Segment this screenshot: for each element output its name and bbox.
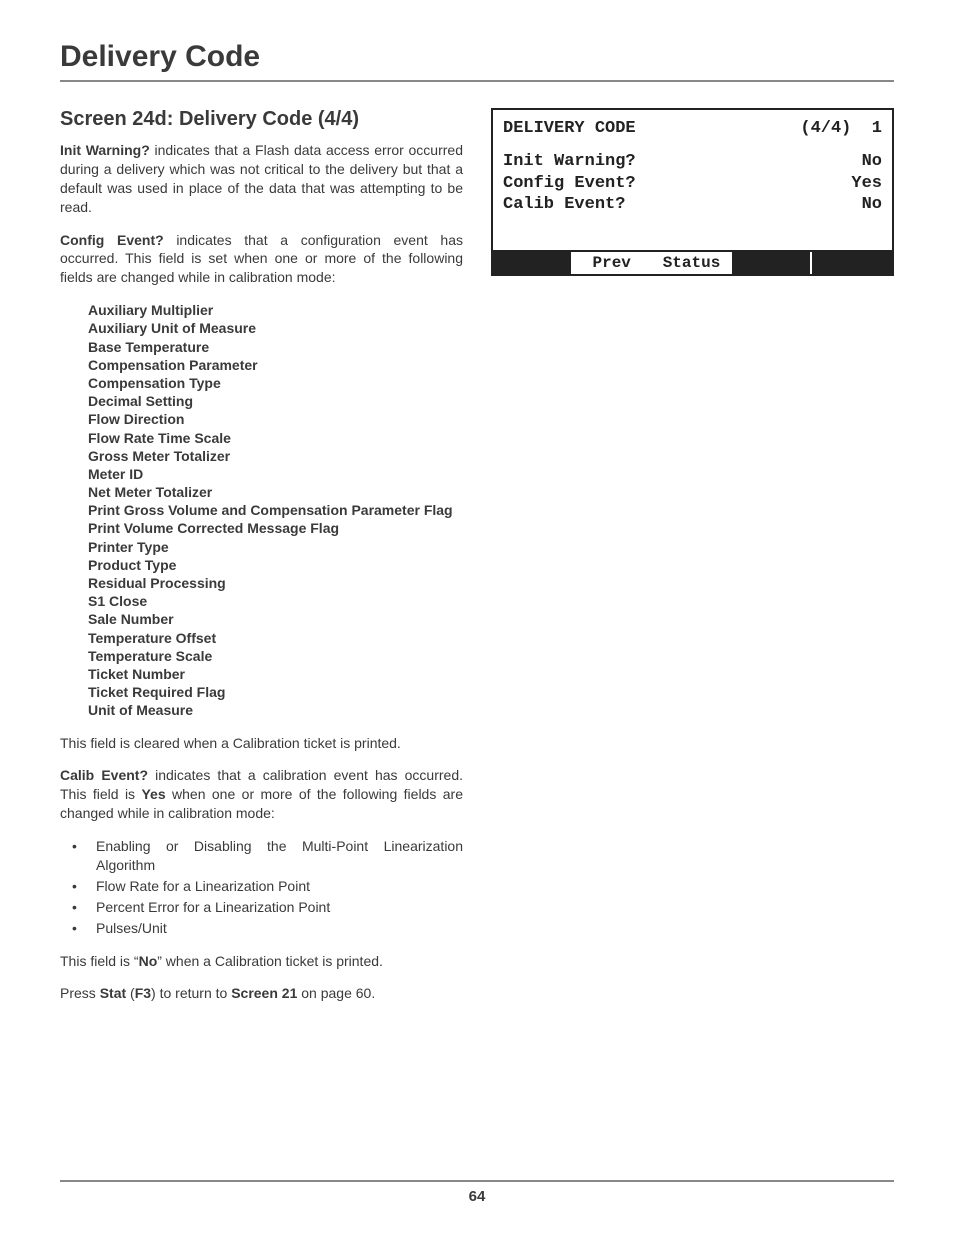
config-field-item: Gross Meter Totalizer: [88, 447, 463, 465]
config-field-item: Sale Number: [88, 610, 463, 628]
config-field-item: Decimal Setting: [88, 392, 463, 410]
press-stat-stat: Stat: [100, 985, 126, 1001]
lead-init-warning: Init Warning?: [60, 142, 150, 158]
lcd-data-row: Config Event? Yes: [503, 173, 882, 194]
config-field-item: Auxiliary Unit of Measure: [88, 319, 463, 337]
calib-bullets: Enabling or Disabling the Multi-Point Li…: [60, 837, 463, 937]
config-field-item: Base Temperature: [88, 338, 463, 356]
config-field-item: Temperature Offset: [88, 629, 463, 647]
content-columns: Screen 24d: Delivery Code (4/4) Init War…: [60, 108, 894, 1017]
config-field-item: Flow Direction: [88, 410, 463, 428]
config-field-item: Auxiliary Multiplier: [88, 301, 463, 319]
lcd-header-row: DELIVERY CODE (4/4) 1: [503, 118, 882, 139]
lead-calib-event: Calib Event?: [60, 767, 148, 783]
para-config-event: Config Event? indicates that a configura…: [60, 231, 463, 288]
left-column: Screen 24d: Delivery Code (4/4) Init War…: [60, 108, 463, 1017]
lcd-row-label: Init Warning?: [503, 151, 636, 172]
calib-bullet-item: Enabling or Disabling the Multi-Point Li…: [60, 837, 463, 875]
para-no-line: This field is “No” when a Calibration ti…: [60, 952, 463, 971]
softkey-empty: [732, 252, 812, 274]
config-field-item: S1 Close: [88, 592, 463, 610]
lcd-data-row: Init Warning? No: [503, 151, 882, 172]
lcd-rows: Init Warning?NoConfig Event?YesCalib Eve…: [503, 151, 882, 215]
lcd-data-row: Calib Event? No: [503, 194, 882, 215]
config-field-item: Compensation Parameter: [88, 356, 463, 374]
page-number: 64: [469, 1188, 486, 1205]
section-title: Screen 24d: Delivery Code (4/4): [60, 108, 463, 131]
config-field-item: Residual Processing: [88, 574, 463, 592]
lcd-row-label: Calib Event?: [503, 194, 625, 215]
para-cleared: This field is cleared when a Calibration…: [60, 734, 463, 753]
press-stat-paren-open: (: [126, 985, 135, 1001]
press-stat-mid: ) to return to: [151, 985, 231, 1001]
press-stat-f3: F3: [135, 985, 151, 1001]
lcd-row-value: No: [862, 151, 882, 172]
softkey-empty: [493, 252, 573, 274]
press-stat-post: on page 60.: [297, 985, 375, 1001]
config-field-item: Compensation Type: [88, 374, 463, 392]
config-field-item: Flow Rate Time Scale: [88, 429, 463, 447]
lcd-footer: PrevStatus: [493, 250, 892, 274]
lcd-row-label: Config Event?: [503, 173, 636, 194]
no-line-pre: This field is “: [60, 953, 139, 969]
no-line-post: ” when a Calibration ticket is printed.: [157, 953, 383, 969]
press-stat-screen: Screen 21: [231, 985, 297, 1001]
softkey-prev[interactable]: Prev: [573, 252, 653, 274]
config-field-item: Print Gross Volume and Compensation Para…: [88, 501, 463, 519]
config-field-item: Meter ID: [88, 465, 463, 483]
config-field-item: Unit of Measure: [88, 701, 463, 719]
calib-bullet-item: Percent Error for a Linearization Point: [60, 898, 463, 917]
page-footer: 64: [60, 1180, 894, 1205]
press-stat-pre: Press: [60, 985, 100, 1001]
lcd-row-value: Yes: [851, 173, 882, 194]
page-title: Delivery Code: [60, 40, 894, 82]
lcd-title: DELIVERY CODE: [503, 118, 636, 139]
no-line-bold: No: [139, 953, 158, 969]
lead-config-event: Config Event?: [60, 232, 164, 248]
config-field-item: Ticket Required Flag: [88, 683, 463, 701]
config-field-item: Ticket Number: [88, 665, 463, 683]
config-field-item: Temperature Scale: [88, 647, 463, 665]
calib-bullet-item: Pulses/Unit: [60, 919, 463, 938]
para-init-warning: Init Warning? indicates that a Flash dat…: [60, 141, 463, 217]
para-calib-event: Calib Event? indicates that a calibratio…: [60, 766, 463, 823]
lcd-panel: DELIVERY CODE (4/4) 1 Init Warning?NoCon…: [491, 108, 894, 276]
calib-bullet-item: Flow Rate for a Linearization Point: [60, 877, 463, 896]
config-field-item: Product Type: [88, 556, 463, 574]
softkey-status[interactable]: Status: [653, 252, 733, 274]
bold-yes: Yes: [141, 786, 165, 802]
config-fields-list: Auxiliary MultiplierAuxiliary Unit of Me…: [88, 301, 463, 719]
lcd-body: DELIVERY CODE (4/4) 1 Init Warning?NoCon…: [493, 110, 892, 250]
para-press-stat: Press Stat (F3) to return to Screen 21 o…: [60, 984, 463, 1003]
lcd-page-indicator: (4/4) 1: [800, 118, 882, 139]
right-column: DELIVERY CODE (4/4) 1 Init Warning?NoCon…: [491, 108, 894, 276]
config-field-item: Print Volume Corrected Message Flag: [88, 519, 463, 537]
lcd-row-value: No: [862, 194, 882, 215]
softkey-empty: [812, 252, 892, 274]
config-field-item: Net Meter Totalizer: [88, 483, 463, 501]
config-field-item: Printer Type: [88, 538, 463, 556]
